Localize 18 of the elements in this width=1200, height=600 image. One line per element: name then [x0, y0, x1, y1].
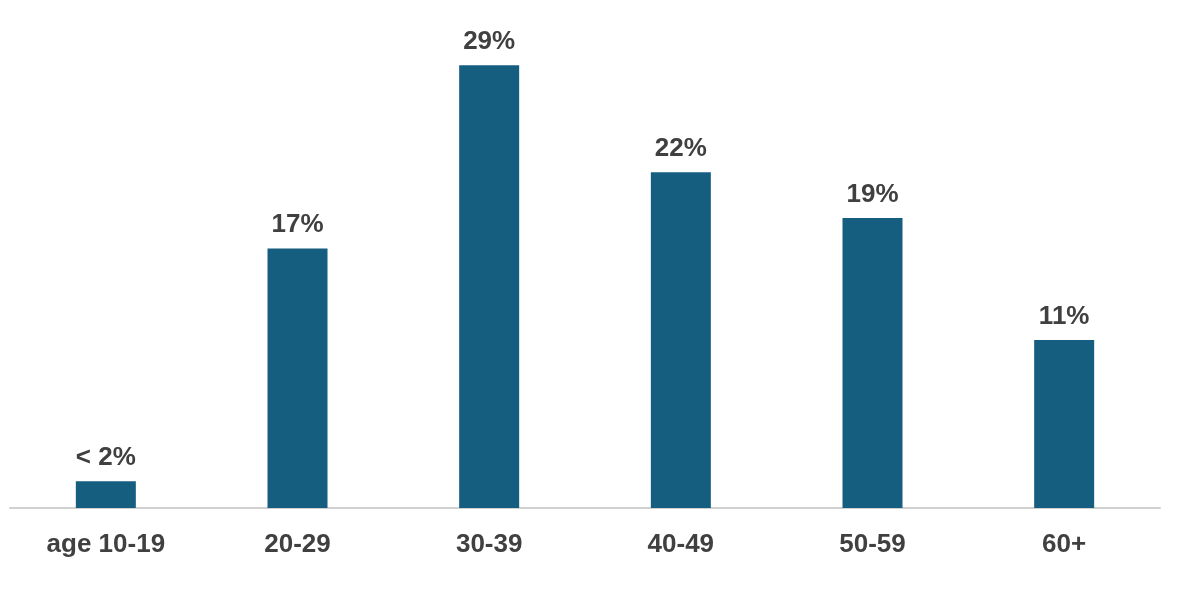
- bar: [1034, 340, 1095, 508]
- data-label: 11%: [1038, 300, 1090, 331]
- bar: [267, 248, 328, 508]
- data-label: 19%: [846, 177, 899, 208]
- bar: [650, 172, 711, 508]
- bar: [459, 65, 520, 508]
- x-tick-label: 40-49: [647, 528, 715, 558]
- bar: [75, 481, 136, 508]
- x-tick-label: 30-39: [455, 528, 523, 558]
- data-label: 17%: [271, 208, 324, 239]
- x-tick-label: 20-29: [264, 528, 331, 558]
- x-tick-label: age 10-19: [46, 528, 166, 558]
- bar: [842, 217, 903, 508]
- data-label: 22%: [654, 132, 707, 163]
- x-tick-label: 60+: [1042, 528, 1087, 558]
- data-label: 29%: [463, 25, 516, 56]
- x-tick-label: 50-59: [839, 528, 906, 558]
- data-label: < 2%: [75, 441, 136, 472]
